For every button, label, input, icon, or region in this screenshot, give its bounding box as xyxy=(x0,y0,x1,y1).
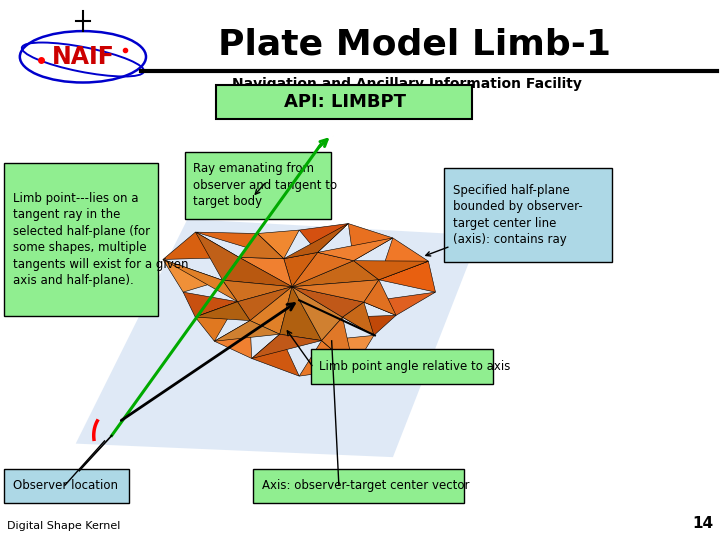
Polygon shape xyxy=(195,302,250,321)
Text: Limb point angle relative to axis: Limb point angle relative to axis xyxy=(319,360,510,373)
Polygon shape xyxy=(342,302,374,335)
Polygon shape xyxy=(163,260,237,302)
Polygon shape xyxy=(299,223,348,253)
FancyBboxPatch shape xyxy=(444,168,612,262)
Polygon shape xyxy=(195,232,284,259)
Polygon shape xyxy=(284,223,348,259)
Polygon shape xyxy=(214,321,280,341)
Text: Observer location: Observer location xyxy=(13,479,118,492)
Polygon shape xyxy=(322,317,354,368)
FancyBboxPatch shape xyxy=(4,163,158,316)
Polygon shape xyxy=(257,230,299,259)
Polygon shape xyxy=(299,340,354,376)
Polygon shape xyxy=(223,258,292,287)
Text: Specified half-plane
bounded by observer-
target center line
(axis): contains ra: Specified half-plane bounded by observer… xyxy=(453,184,583,246)
Text: Plate Model Limb-1: Plate Model Limb-1 xyxy=(218,28,611,61)
Text: Limb point---lies on a
tangent ray in the
selected half-plane (for
some shapes, : Limb point---lies on a tangent ray in th… xyxy=(13,192,188,287)
Polygon shape xyxy=(195,232,239,280)
Text: API: LIMBPT: API: LIMBPT xyxy=(283,93,406,111)
Polygon shape xyxy=(342,315,396,335)
Polygon shape xyxy=(348,223,393,261)
Text: Ray emanating from
observer and tangent to
target body: Ray emanating from observer and tangent … xyxy=(193,162,337,208)
FancyBboxPatch shape xyxy=(4,469,129,503)
Text: 14: 14 xyxy=(693,516,714,531)
Polygon shape xyxy=(353,261,428,280)
Polygon shape xyxy=(364,292,435,315)
Polygon shape xyxy=(237,287,292,321)
FancyBboxPatch shape xyxy=(185,152,331,219)
Text: Axis: observer-target center vector: Axis: observer-target center vector xyxy=(262,479,469,492)
Polygon shape xyxy=(195,302,237,341)
Polygon shape xyxy=(292,287,364,317)
Polygon shape xyxy=(252,334,322,359)
Polygon shape xyxy=(379,238,428,280)
Polygon shape xyxy=(163,260,223,292)
Polygon shape xyxy=(322,335,374,368)
Polygon shape xyxy=(318,238,393,261)
Polygon shape xyxy=(292,280,379,302)
Polygon shape xyxy=(239,258,292,287)
Polygon shape xyxy=(280,287,322,340)
Polygon shape xyxy=(364,280,396,315)
FancyBboxPatch shape xyxy=(216,85,472,119)
Text: NAIF: NAIF xyxy=(51,45,115,69)
Polygon shape xyxy=(284,253,318,287)
Polygon shape xyxy=(76,219,479,457)
Polygon shape xyxy=(379,261,435,292)
FancyBboxPatch shape xyxy=(253,469,464,503)
Polygon shape xyxy=(239,234,284,259)
Polygon shape xyxy=(223,280,292,302)
Polygon shape xyxy=(292,253,353,287)
FancyBboxPatch shape xyxy=(311,349,493,384)
Polygon shape xyxy=(163,232,239,260)
Polygon shape xyxy=(292,261,379,287)
Polygon shape xyxy=(183,292,237,317)
Text: Navigation and Ancillary Information Facility: Navigation and Ancillary Information Fac… xyxy=(232,77,583,91)
Polygon shape xyxy=(292,287,342,340)
Polygon shape xyxy=(250,287,292,334)
Polygon shape xyxy=(214,321,252,359)
Text: Digital Shape Kernel: Digital Shape Kernel xyxy=(7,522,120,531)
Polygon shape xyxy=(252,334,299,376)
